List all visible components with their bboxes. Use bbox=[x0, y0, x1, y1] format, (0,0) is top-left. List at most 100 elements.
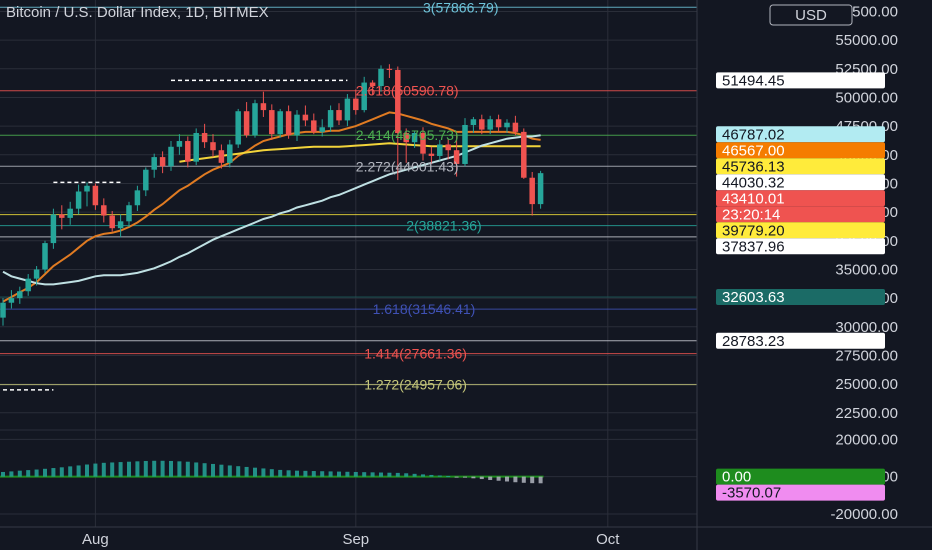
candles-layer[interactable] bbox=[0, 64, 544, 326]
candle-body[interactable] bbox=[411, 133, 418, 143]
price-tag-bg bbox=[716, 142, 885, 159]
candle-body[interactable] bbox=[134, 190, 141, 206]
fib-label: 2.414(46705.73) bbox=[356, 127, 459, 143]
fib-label: 1.618(31546.41) bbox=[373, 301, 476, 317]
price-tag-bg bbox=[716, 238, 885, 255]
candle-body[interactable] bbox=[537, 173, 544, 205]
osc-bar bbox=[387, 472, 392, 477]
candle-body[interactable] bbox=[42, 243, 48, 270]
osc-bar bbox=[202, 463, 207, 477]
candle-body[interactable] bbox=[109, 215, 115, 229]
candle-body[interactable] bbox=[504, 122, 510, 128]
osc-bar bbox=[429, 474, 434, 477]
candle-body[interactable] bbox=[529, 177, 535, 205]
candle-body[interactable] bbox=[84, 185, 90, 192]
candle-body[interactable] bbox=[210, 142, 216, 151]
candle-body[interactable] bbox=[269, 110, 275, 135]
candle-body[interactable] bbox=[378, 68, 384, 86]
candle-body[interactable] bbox=[285, 111, 292, 136]
fib-label: 2(38821.36) bbox=[406, 218, 482, 234]
price-tick-label: 35000.00 bbox=[835, 261, 898, 278]
candle-body[interactable] bbox=[294, 114, 300, 136]
price-tick-label: 55000.00 bbox=[835, 32, 898, 49]
candle-body[interactable] bbox=[235, 111, 241, 145]
candle-body[interactable] bbox=[437, 144, 443, 156]
candle-body[interactable] bbox=[168, 146, 174, 167]
candle-body[interactable] bbox=[462, 124, 468, 164]
candle-body[interactable] bbox=[445, 144, 451, 151]
candle-body[interactable] bbox=[33, 269, 40, 279]
osc-bar bbox=[244, 466, 249, 477]
candle-body[interactable] bbox=[369, 82, 376, 86]
candle-body[interactable] bbox=[243, 111, 250, 136]
candle-body[interactable] bbox=[453, 150, 460, 164]
osc-bar bbox=[320, 471, 325, 477]
osc-bar bbox=[412, 473, 417, 477]
osc-bar bbox=[454, 476, 459, 478]
candle-body[interactable] bbox=[117, 221, 124, 229]
candle-body[interactable] bbox=[126, 205, 132, 222]
candle-body[interactable] bbox=[59, 214, 65, 218]
osc-bar bbox=[219, 464, 224, 477]
candle-body[interactable] bbox=[193, 133, 199, 162]
fib-label: 2.618(50590.78) bbox=[356, 83, 459, 99]
candle-body[interactable] bbox=[395, 69, 401, 134]
candle-body[interactable] bbox=[75, 191, 82, 209]
osc-bar bbox=[295, 470, 299, 477]
osc-bar bbox=[496, 476, 501, 481]
candle-body[interactable] bbox=[143, 169, 149, 191]
candle-body[interactable] bbox=[101, 205, 107, 216]
candle-body[interactable] bbox=[218, 150, 225, 163]
candle-body[interactable] bbox=[252, 103, 258, 136]
candle-body[interactable] bbox=[8, 298, 15, 303]
price-tag-label: 45736.13 bbox=[722, 158, 785, 175]
candle-body[interactable] bbox=[495, 119, 502, 128]
time-axis[interactable]: Aug Sep Oct bbox=[82, 531, 620, 548]
candle-body[interactable] bbox=[327, 110, 334, 128]
fib-labels-layer: 3(57866.79) 2.618(50590.78) 2.414(46705.73… bbox=[356, 0, 499, 393]
candle-body[interactable] bbox=[344, 98, 351, 121]
candle-body[interactable] bbox=[319, 127, 325, 132]
candle-body[interactable] bbox=[386, 68, 393, 70]
candle-body[interactable] bbox=[521, 131, 527, 178]
currency-button[interactable]: USD bbox=[769, 4, 853, 26]
candle-body[interactable] bbox=[277, 111, 283, 135]
candle-body[interactable] bbox=[428, 153, 435, 156]
osc-bar bbox=[505, 476, 509, 482]
candle-body[interactable] bbox=[302, 114, 309, 121]
candle-body[interactable] bbox=[470, 119, 477, 125]
price-tag-bg bbox=[716, 468, 885, 485]
osc-bar bbox=[93, 463, 98, 477]
candle-body[interactable] bbox=[403, 133, 409, 143]
candle-body[interactable] bbox=[479, 119, 485, 130]
candle-body[interactable] bbox=[176, 141, 183, 147]
candle-body[interactable] bbox=[311, 120, 317, 132]
candle-body[interactable] bbox=[17, 291, 23, 299]
candle-body[interactable] bbox=[50, 214, 57, 244]
candle-body[interactable] bbox=[487, 119, 493, 130]
candle-body[interactable] bbox=[0, 302, 6, 318]
candle-body[interactable] bbox=[260, 103, 267, 111]
candle-body[interactable] bbox=[25, 278, 31, 292]
candle-body[interactable] bbox=[159, 157, 166, 167]
candle-body[interactable] bbox=[185, 141, 191, 162]
osc-bar bbox=[227, 465, 232, 477]
candle-body[interactable] bbox=[353, 98, 359, 111]
candle-body[interactable] bbox=[201, 133, 208, 143]
candle-body[interactable] bbox=[151, 157, 157, 170]
fib-label: 3(57866.79) bbox=[423, 0, 499, 15]
osc-bar bbox=[513, 476, 518, 483]
osc-bar bbox=[530, 476, 535, 484]
candle-body[interactable] bbox=[361, 82, 367, 111]
candle-body[interactable] bbox=[67, 208, 73, 218]
candle-body[interactable] bbox=[92, 185, 99, 206]
fib-lines-layer bbox=[0, 6, 697, 391]
candle-body[interactable] bbox=[512, 122, 519, 132]
candle-body[interactable] bbox=[336, 110, 342, 121]
osc-bar bbox=[152, 460, 157, 477]
osc-bar bbox=[437, 475, 442, 477]
candle-body[interactable] bbox=[420, 133, 426, 154]
candle-body[interactable] bbox=[227, 144, 233, 163]
